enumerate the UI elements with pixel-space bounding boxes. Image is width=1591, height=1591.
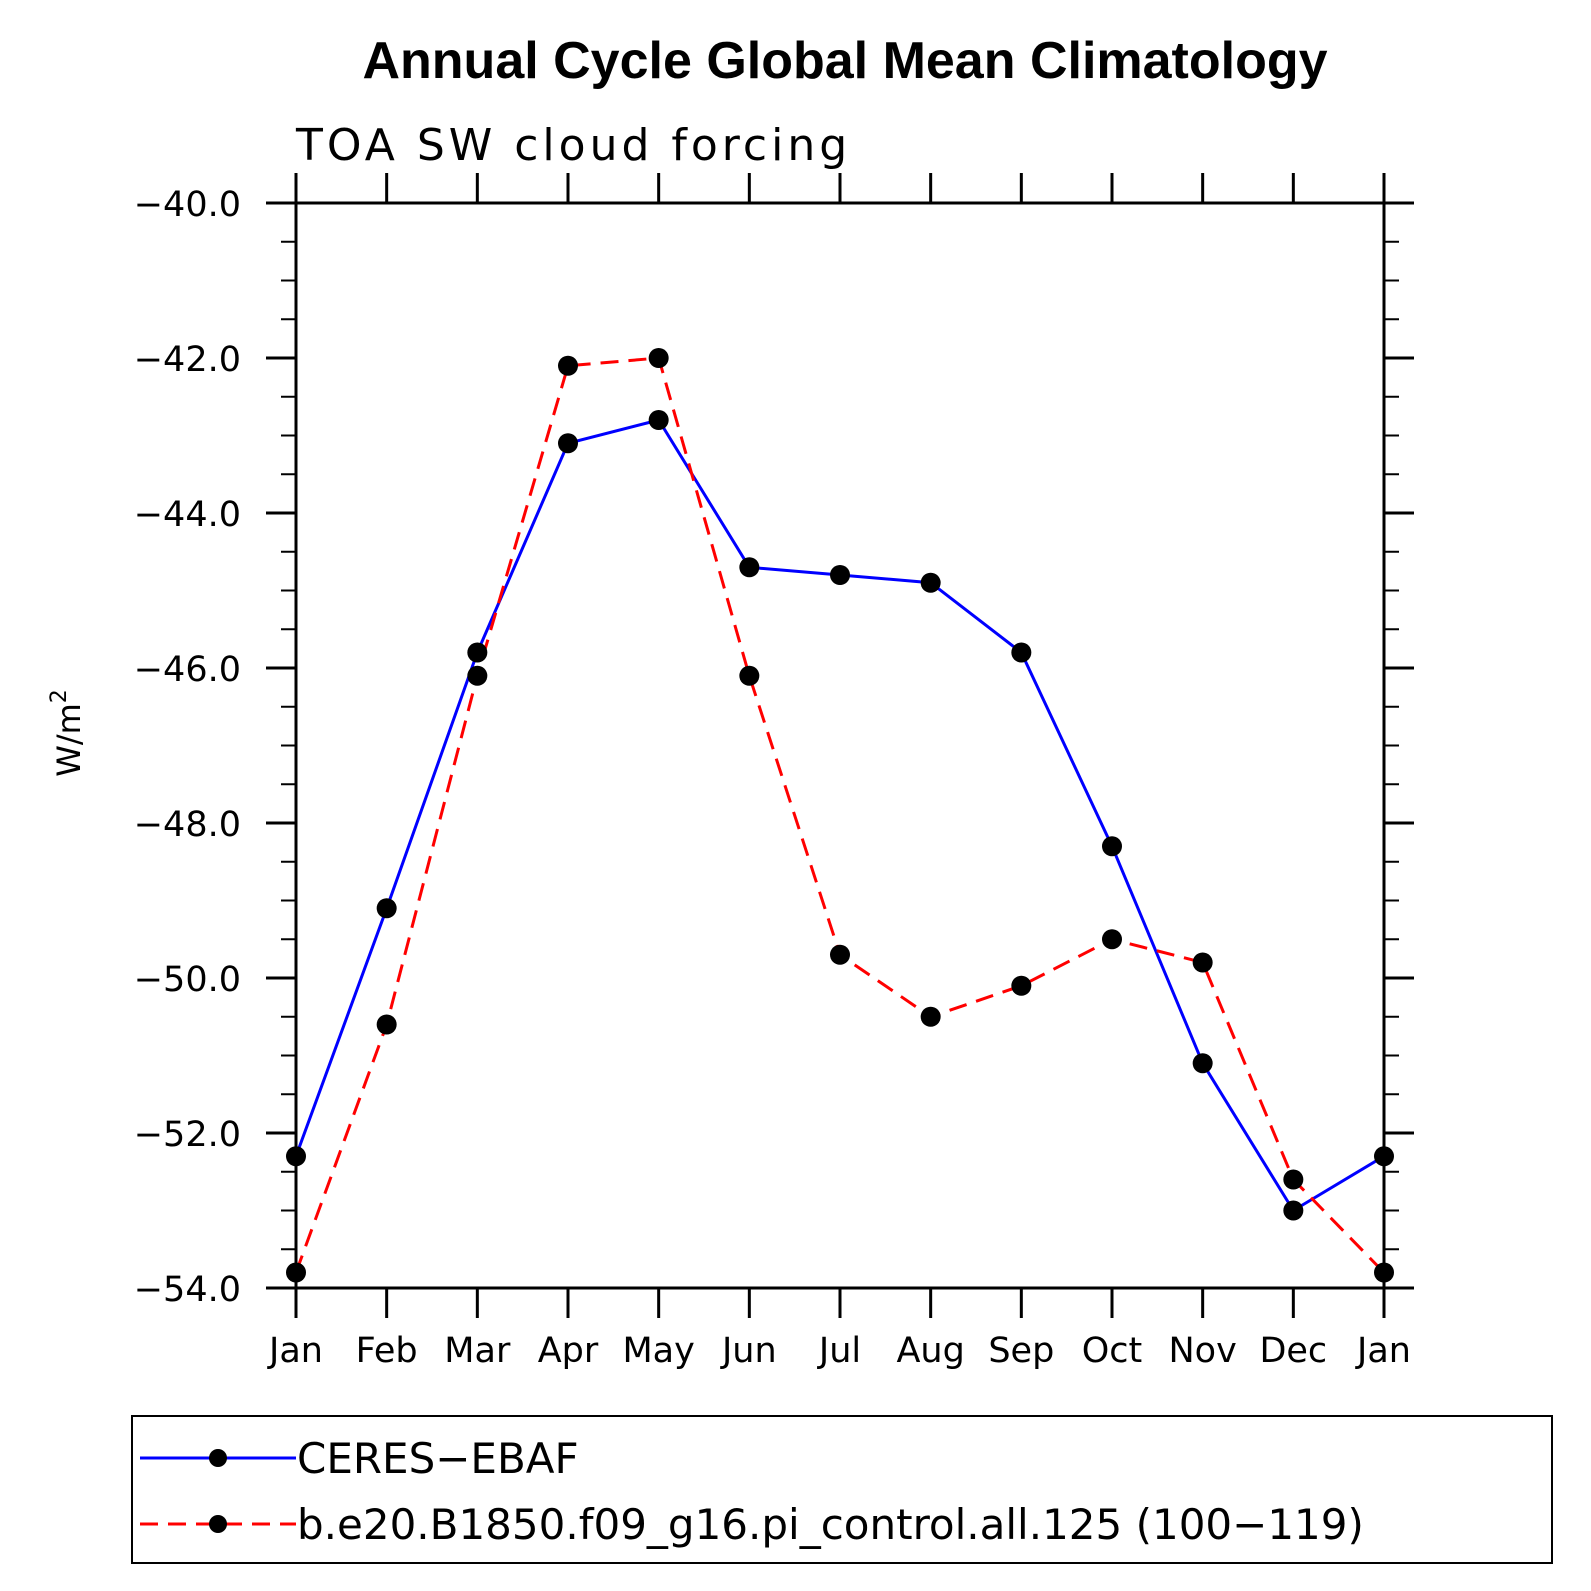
data-point-s1-10 [1192, 952, 1213, 973]
y-tick-label: −54.0 [134, 1270, 241, 1310]
data-point-s1-2 [467, 665, 488, 686]
legend-label-model: b.e20.B1850.f09_g16.pi_control.all.125 (… [297, 1500, 1364, 1549]
y-tick-label: −42.0 [134, 340, 241, 380]
y-axis-label-superscript: 2 [47, 689, 72, 703]
x-tick-label: Mar [444, 1331, 511, 1371]
data-point-s1-11 [1283, 1169, 1304, 1190]
x-tick-label: Oct [1082, 1331, 1143, 1371]
data-point-s1-7 [920, 1006, 941, 1027]
x-tick-label: Sep [988, 1331, 1054, 1371]
x-tick-labels: Jan Feb Mar Apr May Jun Jul Aug Sep Oct Nov Dec Jan [267, 1331, 1411, 1371]
x-tick-label: Jul [817, 1331, 861, 1371]
data-point-s0-1 [376, 898, 397, 919]
axis-ticks [266, 173, 1414, 1318]
x-tick-label: Aug [896, 1331, 964, 1371]
data-point-s0-11 [1283, 1200, 1304, 1221]
series-line-0 [294, 418, 1385, 1213]
x-tick-label: Apr [538, 1331, 599, 1371]
svg-text:W/m2: W/m2 [47, 689, 88, 777]
chart-title: Annual Cycle Global Mean Climatology [362, 32, 1327, 90]
data-point-s1-1 [376, 1014, 397, 1035]
data-point-s0-0 [286, 1146, 306, 1167]
data-point-s0-5 [739, 557, 760, 578]
legend-entry-ceres: CERES−EBAF [140, 1434, 579, 1483]
y-axis-label-text: W/m [50, 703, 88, 777]
y-tick-label: −46.0 [134, 650, 241, 690]
data-point-s1-9 [1102, 929, 1122, 950]
x-tick-label: Nov [1169, 1331, 1237, 1371]
legend-label-ceres: CERES−EBAF [297, 1434, 579, 1483]
data-point-s1-6 [830, 944, 850, 965]
chart-subtitle: TOA SW cloud forcing [295, 120, 851, 171]
y-tick-labels: −40.0 −42.0 −44.0 −46.0 −48.0 −50.0 −52.0 −54.0 [134, 185, 241, 1310]
data-point-s0-4 [648, 410, 669, 430]
series-markers [286, 348, 1394, 1283]
y-axis-label: W/m2 [47, 689, 88, 777]
data-point-s1-12 [1374, 1262, 1394, 1283]
data-point-s0-12 [1374, 1146, 1394, 1167]
legend-box [131, 1415, 1553, 1564]
data-point-s0-10 [1192, 1053, 1213, 1074]
plot-frame [294, 201, 1386, 1290]
y-tick-label: −52.0 [134, 1115, 241, 1155]
x-tick-label: May [622, 1331, 694, 1371]
data-point-s0-9 [1102, 836, 1122, 857]
data-point-s0-6 [830, 565, 850, 585]
data-point-s1-4 [648, 348, 669, 368]
series-lines [294, 356, 1386, 1274]
legend-marker-model [209, 1515, 227, 1533]
y-tick-label: −48.0 [134, 805, 241, 845]
y-tick-label: −40.0 [134, 185, 241, 225]
x-tick-label: Feb [356, 1331, 418, 1371]
legend-marker-ceres [209, 1449, 227, 1467]
data-point-s0-7 [920, 572, 941, 593]
x-tick-label: Dec [1259, 1331, 1327, 1371]
data-point-s1-3 [558, 355, 578, 376]
data-point-s0-3 [558, 433, 578, 454]
y-tick-label: −44.0 [134, 495, 241, 535]
data-point-s1-0 [286, 1262, 306, 1283]
x-tick-label: Jun [720, 1331, 777, 1371]
data-point-s1-8 [1011, 975, 1032, 996]
x-tick-label: Jan [267, 1331, 323, 1371]
data-point-s1-5 [739, 665, 760, 686]
x-tick-label: Jan [1355, 1331, 1411, 1371]
data-point-s0-2 [467, 642, 488, 663]
series-line-1 [294, 356, 1386, 1274]
legend-entry-model: b.e20.B1850.f09_g16.pi_control.all.125 (… [140, 1500, 1364, 1549]
data-point-s0-8 [1011, 642, 1032, 663]
y-tick-label: −50.0 [134, 960, 241, 1000]
